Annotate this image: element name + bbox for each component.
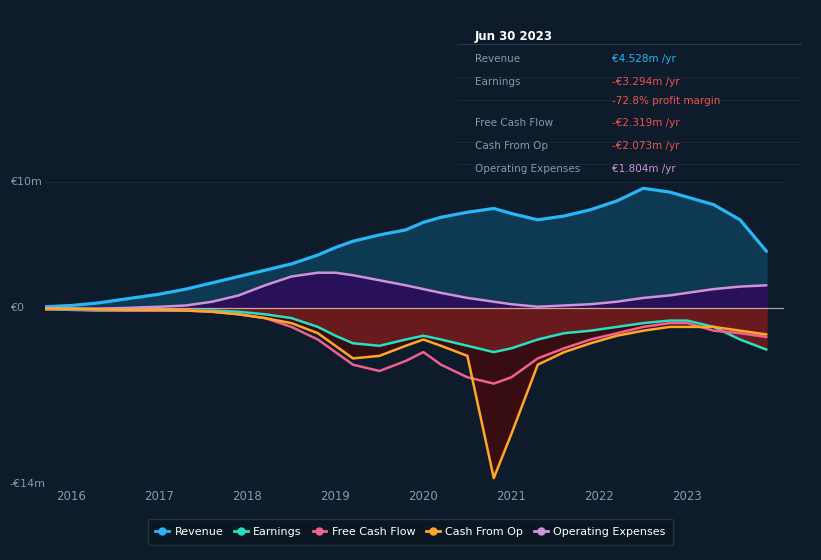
Legend: Revenue, Earnings, Free Cash Flow, Cash From Op, Operating Expenses: Revenue, Earnings, Free Cash Flow, Cash …: [148, 519, 673, 545]
Text: Earnings: Earnings: [475, 77, 520, 87]
Text: €4.528m /yr: €4.528m /yr: [612, 54, 677, 64]
Text: Jun 30 2023: Jun 30 2023: [475, 30, 553, 43]
Text: €1.804m /yr: €1.804m /yr: [612, 164, 677, 174]
Text: Revenue: Revenue: [475, 54, 520, 64]
Text: Cash From Op: Cash From Op: [475, 141, 548, 151]
Text: -€3.294m /yr: -€3.294m /yr: [612, 77, 680, 87]
Text: Free Cash Flow: Free Cash Flow: [475, 118, 553, 128]
Text: -€2.319m /yr: -€2.319m /yr: [612, 118, 680, 128]
Text: €0: €0: [10, 303, 24, 313]
Text: Operating Expenses: Operating Expenses: [475, 164, 580, 174]
Text: -€14m: -€14m: [10, 479, 46, 489]
Text: -72.8% profit margin: -72.8% profit margin: [612, 96, 721, 106]
Text: €10m: €10m: [10, 177, 42, 187]
Text: -€2.073m /yr: -€2.073m /yr: [612, 141, 680, 151]
